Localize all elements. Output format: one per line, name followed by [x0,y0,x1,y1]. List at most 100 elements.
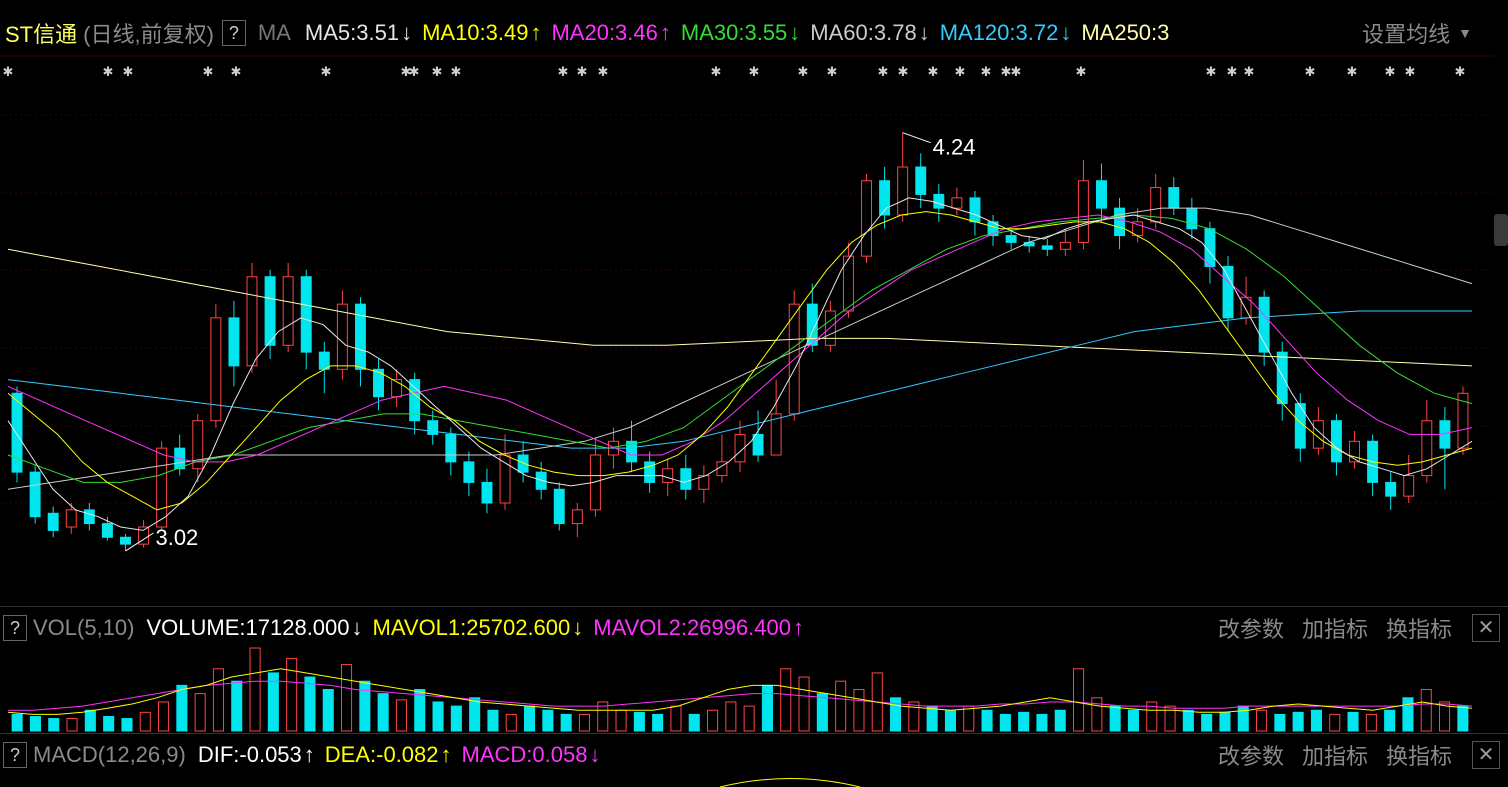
ma-legend-value: MA60:3.78 [810,20,917,45]
event-marker-icon: ✱ [1001,65,1012,80]
volume-add-indicator-button[interactable]: 加指标 [1301,617,1368,642]
candle-body [373,368,384,398]
ma250-line [7,248,1473,367]
macd-legend-value: DEA:-0.082 [324,742,439,767]
arrow-up-icon: ↑ [530,20,542,45]
candle-body [445,433,457,463]
scrollbar-thumb[interactable] [1494,214,1508,246]
ma5-line [7,197,1473,531]
candle-body [879,180,891,216]
candle-body [192,420,204,470]
macd-legend-item: DIF:-0.053↑ [198,742,315,767]
volume-bar [1182,709,1194,732]
volume-bar [524,705,536,732]
volume-bar [963,705,975,732]
volume-bar [835,680,847,732]
macd-change-params-button[interactable]: 改参数 [1217,744,1284,769]
volume-bar [780,668,792,732]
candle-body [1258,296,1270,353]
candle-body [553,488,565,525]
candle-body [1168,187,1180,209]
chevron-down-icon[interactable]: ▼ [1458,25,1472,41]
volume-bar [1310,709,1322,732]
close-icon[interactable]: ✕ [1472,614,1500,642]
volume-bar [1073,668,1085,732]
arrow-up-icon: ↑ [659,20,671,45]
panel-divider [0,606,1508,607]
volume-help-button[interactable]: ? [3,615,27,641]
ma120-line [7,310,1472,449]
arrow-down-icon: ↓ [1060,20,1072,45]
volume-bar [139,711,151,732]
event-marker-icon: ✱ [231,65,242,80]
volume-bar [1164,705,1176,732]
candle-body [734,433,746,463]
volume-bar [1347,711,1359,732]
event-marker-icon: ✱ [203,65,214,80]
volume-bar [1054,709,1066,732]
volume-bar [926,705,938,732]
ma-legend-value: MA120:3.72 [939,20,1059,45]
event-marker-icon: ✱ [558,65,569,80]
low-price-label: 3.02 [155,525,198,550]
low-price-label-pointer [125,532,154,552]
event-marker-icon: ✱ [827,65,838,80]
volume-bar [1329,713,1341,732]
volume-bar [1036,713,1048,732]
macd-switch-indicator-button[interactable]: 换指标 [1385,744,1452,769]
volume-bar [322,689,334,732]
volume-bar [1219,711,1231,732]
candle-body [517,454,529,473]
ma-settings-label[interactable]: 设置均线 [1362,22,1451,47]
ma-settings[interactable]: 设置均线 ▼ [1362,14,1508,52]
event-marker-icon: ✱ [451,65,462,80]
arrow-down-icon: ↓ [351,615,363,640]
candle-body [300,276,312,353]
candle-body [210,317,222,422]
ma-label[interactable]: MA [257,20,291,45]
candle-body [29,471,41,518]
candle-body [336,303,348,370]
event-marker-icon: ✱ [1011,65,1022,80]
candle-body [499,454,511,504]
event-marker-icon: ✱ [1244,65,1255,80]
help-button[interactable]: ? [221,20,246,46]
volume-bar [853,689,865,732]
mavol1-line [7,668,1473,715]
high-price-label-pointer [902,132,931,144]
macd-legend-bar: ? MACD(12,26,9) DIF:-0.053↑ DEA:-0.082↑ MA… [0,738,1508,772]
macd-items: DIF:-0.053↑ DEA:-0.082↑ MACD:0.058↓ [198,742,611,768]
macd-add-indicator-button[interactable]: 加指标 [1301,744,1368,769]
ma-legend-value: MA5:3.51 [304,20,400,45]
candle-body [933,193,945,209]
mavol2-line [8,680,1473,711]
volume-bar [11,713,23,732]
candle-body [698,475,710,490]
candle-body [969,197,981,223]
candle-body [138,526,150,545]
volume-bar [816,693,828,732]
volume-change-params-button[interactable]: 改参数 [1217,617,1284,642]
ma-legend-bar: ST信通 (日线,前复权) ? MA MA5:3.51↓ MA10:3.49↑ MA… [0,14,1508,52]
volume-bar [377,693,389,732]
volume-bar [944,709,956,732]
volume-switch-indicator-button[interactable]: 换指标 [1385,617,1452,642]
ma-legend-item: MA30:3.55↓ [681,20,800,45]
volume-bar [798,676,810,732]
volume-bar [1439,701,1451,732]
volume-bar [1402,697,1414,732]
close-icon[interactable]: ✕ [1472,741,1500,769]
volume-legend-value: MAVOL1:25702.600 [372,615,571,640]
volume-bar [267,672,279,732]
ma-legend-item: MA250:3 [1081,20,1169,45]
volume-bar [633,711,645,732]
volume-bar [1420,689,1432,732]
macd-help-button[interactable]: ? [3,742,27,768]
volume-bar [1237,705,1249,732]
ma-legend-value: MA30:3.55 [680,20,788,45]
event-marker-icon: ✱ [981,65,992,80]
ma10-line [7,211,1473,511]
ma-legend-item: MA20:3.46↑ [551,20,670,45]
candle-body [282,276,294,346]
